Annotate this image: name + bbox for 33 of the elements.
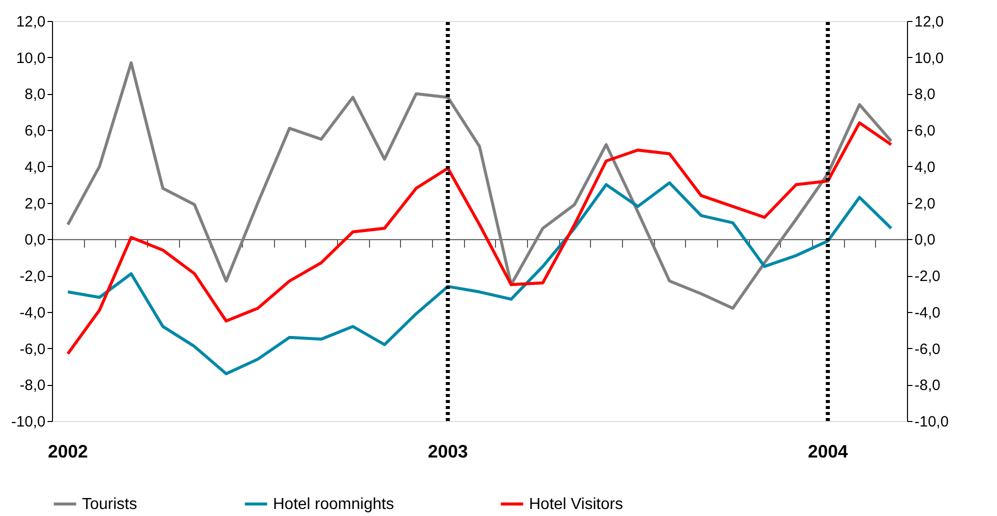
y2-tick-label: 8,0 [914, 86, 936, 104]
y-tick-label: 0,0 [24, 232, 46, 249]
x-tick-label: 2002 [48, 442, 88, 462]
y-tick-label: 8,0 [24, 86, 46, 104]
y2-tick-label: -10,0 [914, 414, 949, 430]
y-tick-label: -2,0 [20, 268, 46, 286]
y2-tick-label: 6,0 [914, 122, 936, 140]
x-tick-label: 2003 [428, 442, 468, 462]
y2-tick-label: 0,0 [914, 232, 936, 249]
y-tick-label: 12,0 [16, 14, 46, 30]
y-tick-label: -8,0 [20, 377, 46, 394]
y2-tick-label: 12,0 [914, 14, 944, 30]
y2-tick-label: 4,0 [914, 158, 936, 176]
x-tick-label: 2004 [808, 442, 848, 462]
y-tick-label: -6,0 [20, 340, 46, 358]
y-tick-label: -10,0 [11, 414, 46, 430]
line-series [66, 121, 893, 356]
y2-tick-label: -2,0 [914, 268, 940, 286]
legend-label: Hotel roomnights [273, 496, 394, 513]
legend-label: Hotel Visitors [529, 496, 623, 513]
line-series [66, 61, 893, 310]
y2-tick-label: -4,0 [914, 304, 940, 322]
y2-tick-label: -8,0 [914, 377, 940, 394]
y2-tick-label: 10,0 [914, 50, 944, 67]
y-tick-label: -4,0 [20, 304, 46, 322]
line-series [66, 181, 893, 376]
y2-tick-label: -6,0 [914, 340, 940, 358]
y-tick-label: 10,0 [16, 50, 46, 67]
y-tick-label: 4,0 [24, 158, 46, 176]
y2-tick-label: 2,0 [914, 195, 936, 212]
legend-label: Tourists [82, 496, 138, 513]
y-tick-label: 6,0 [24, 122, 46, 140]
y-tick-label: 2,0 [24, 195, 46, 212]
